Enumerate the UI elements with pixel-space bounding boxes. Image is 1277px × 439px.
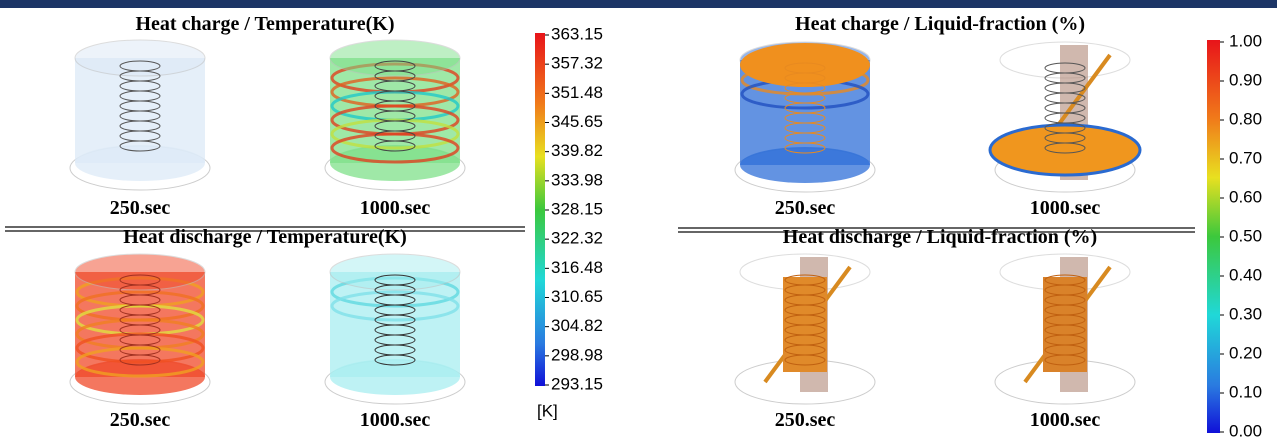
simulation-images: [70, 40, 1140, 404]
time-label: 1000.sec: [1030, 197, 1101, 219]
colorbar-label: 316.48: [551, 258, 603, 277]
colorbar-label: 328.15: [551, 199, 603, 218]
cylinder: [325, 254, 465, 404]
colorbar-label: 357.32: [551, 54, 603, 73]
cylinder: [70, 40, 210, 190]
section-title: Heat discharge / Liquid-fraction (%): [783, 226, 1097, 248]
colorbar-label: 293.15: [551, 374, 603, 393]
top-bar: [0, 0, 1277, 8]
colorbar: [1207, 40, 1220, 433]
time-label: 250.sec: [775, 409, 836, 431]
time-label: 250.sec: [775, 197, 836, 219]
colorbar: [535, 33, 545, 386]
colorbar-unit: [K]: [537, 401, 558, 420]
colorbar-label: 0.80: [1229, 109, 1262, 128]
colorbar-label: 339.82: [551, 141, 603, 160]
colorbar-label: 0.60: [1229, 187, 1262, 206]
colorbar-label: 0.30: [1229, 304, 1262, 323]
time-label: 1000.sec: [360, 197, 431, 219]
colorbar-label: 298.98: [551, 345, 603, 364]
bottom: [330, 359, 460, 395]
colorbar-label: 304.82: [551, 316, 603, 335]
bottom: [740, 147, 870, 183]
cylinder: [325, 40, 465, 190]
colorbar-label: 0.20: [1229, 343, 1262, 362]
colorbar-label: 0.00: [1229, 421, 1262, 439]
time-label: 1000.sec: [1030, 409, 1101, 431]
bottom: [75, 145, 205, 181]
colorbar-label: 0.90: [1229, 70, 1262, 89]
time-label: 250.sec: [110, 409, 171, 431]
time-label: 1000.sec: [360, 409, 431, 431]
colorbar-label: 0.40: [1229, 265, 1262, 284]
colorbar-label: 351.48: [551, 83, 603, 102]
time-label: 250.sec: [110, 197, 171, 219]
colorbar-label: 0.70: [1229, 148, 1262, 167]
colorbar-label: 310.65: [551, 287, 603, 306]
cylinder: [735, 254, 875, 404]
figure: Heat charge / Temperature(K) 250.sec 1000.…: [0, 0, 1277, 439]
section-title: Heat charge / Temperature(K): [135, 13, 394, 35]
colorbar-label: 333.98: [551, 170, 603, 189]
cylinder: [735, 42, 875, 192]
cylinder: [995, 254, 1135, 404]
cylinder: [990, 42, 1140, 192]
colorbar-label: 363.15: [551, 24, 603, 43]
colorbar-label: 345.65: [551, 112, 603, 131]
colorbar-label: 322.32: [551, 229, 603, 248]
section-title: Heat charge / Liquid-fraction (%): [795, 13, 1085, 35]
cylinder: [70, 254, 210, 404]
colorbar-label: 0.10: [1229, 382, 1262, 401]
colorbar-label: 0.50: [1229, 226, 1262, 245]
section-title: Heat discharge / Temperature(K): [123, 226, 406, 248]
melt: [740, 43, 870, 87]
colorbar-label: 1.00: [1229, 31, 1262, 50]
